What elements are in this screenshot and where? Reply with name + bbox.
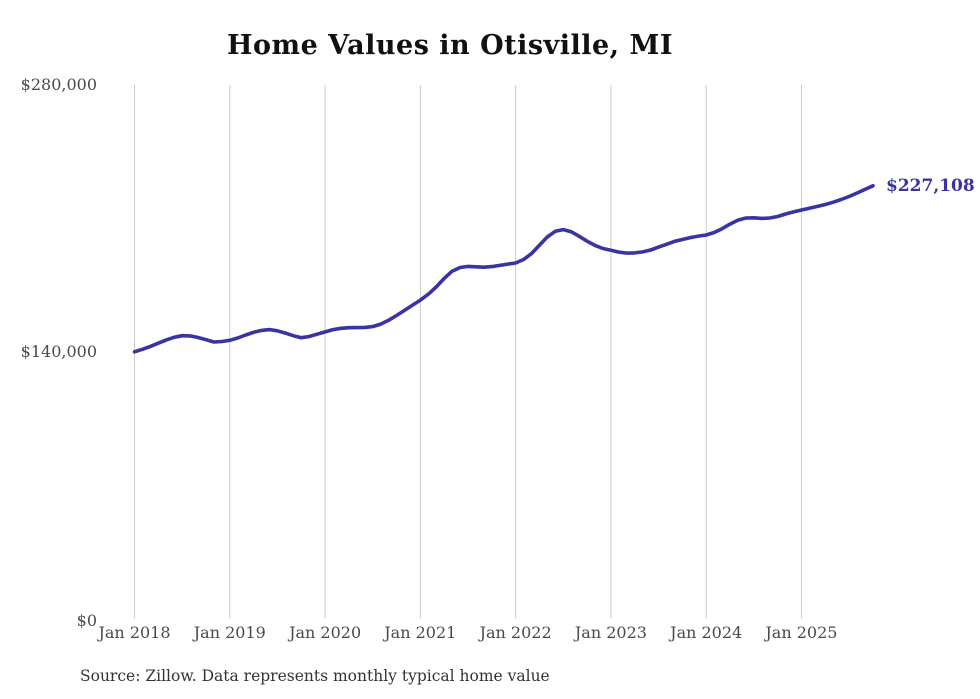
home-value-line (132, 184, 875, 354)
x-axis-tick-jan-2020: Jan 2020 (289, 623, 362, 642)
x-axis-tick-jan-2023: Jan 2023 (574, 623, 647, 642)
y-axis-tick-140000: $140,000 (20, 342, 97, 361)
x-axis-tick-jan-2021: Jan 2021 (384, 623, 457, 642)
x-axis-tick-jan-2025: Jan 2025 (765, 623, 838, 642)
source-note: Source: Zillow. Data represents monthly … (80, 667, 550, 685)
y-axis-tick-280000: $280,000 (20, 75, 97, 94)
latest-value-label: $227,108 (886, 176, 975, 196)
x-axis-tick-jan-2018: Jan 2018 (98, 623, 171, 642)
x-axis-tick-jan-2024: Jan 2024 (670, 623, 743, 642)
chart-title: Home Values in Otisville, MI (227, 30, 673, 61)
x-axis-tick-jan-2022: Jan 2022 (479, 623, 552, 642)
y-axis-tick-0: $0 (76, 611, 97, 630)
x-axis-tick-jan-2019: Jan 2019 (193, 623, 266, 642)
